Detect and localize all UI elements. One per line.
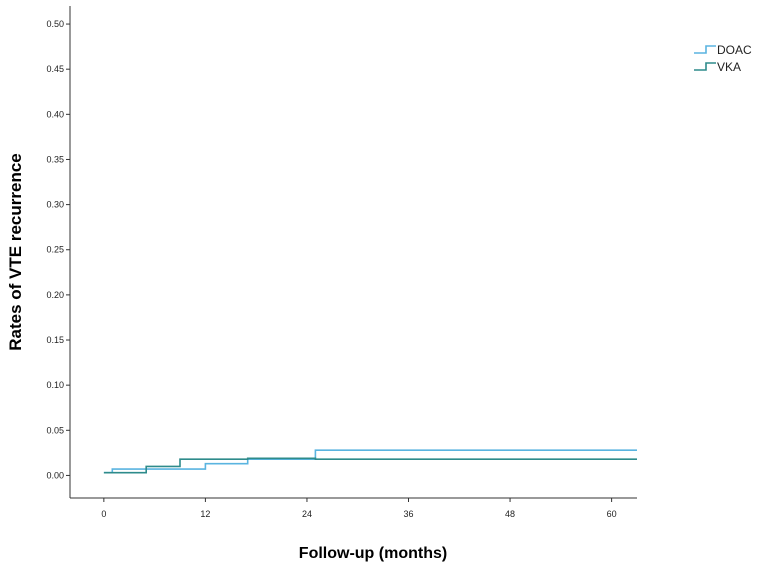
legend-swatch-doac	[694, 45, 716, 54]
y-tick-label: 0.40	[46, 109, 64, 119]
y-tick-label: 0.25	[46, 245, 64, 255]
x-tick-label: 36	[403, 509, 413, 519]
legend-label-doac: DOAC	[717, 43, 752, 57]
y-axis-title: Rates of VTE recurrence	[6, 153, 25, 350]
x-ticks: 0 12 24 36 48 60	[101, 498, 617, 519]
series-line-doac	[103, 449, 637, 474]
y-tick-label: 0.45	[46, 64, 64, 74]
series-line-vka	[103, 457, 637, 474]
y-tick-label: 0.10	[46, 380, 64, 390]
x-tick-label: 24	[302, 509, 312, 519]
legend-swatch-vka	[694, 62, 716, 71]
legend: DOAC VKA	[694, 43, 752, 74]
y-tick-label: 0.00	[46, 470, 64, 480]
y-tick-label: 0.30	[46, 200, 64, 210]
y-tick-label: 0.50	[46, 19, 64, 29]
x-tick-label: 0	[101, 509, 106, 519]
y-tick-label: 0.15	[46, 335, 64, 345]
x-tick-label: 60	[607, 509, 617, 519]
y-ticks: 0.00 0.05 0.10 0.15 0.20 0.25 0.30 0.35 0.40 0.45…	[46, 19, 70, 480]
x-tick-label: 12	[200, 509, 210, 519]
y-tick-label: 0.05	[46, 425, 64, 435]
legend-label-vka: VKA	[717, 60, 741, 74]
series-lines	[103, 449, 637, 474]
x-axis-title: Follow-up (months)	[299, 545, 447, 562]
x-tick-label: 48	[505, 509, 515, 519]
y-tick-label: 0.35	[46, 154, 64, 164]
y-tick-label: 0.20	[46, 290, 64, 300]
axes	[69, 6, 637, 499]
